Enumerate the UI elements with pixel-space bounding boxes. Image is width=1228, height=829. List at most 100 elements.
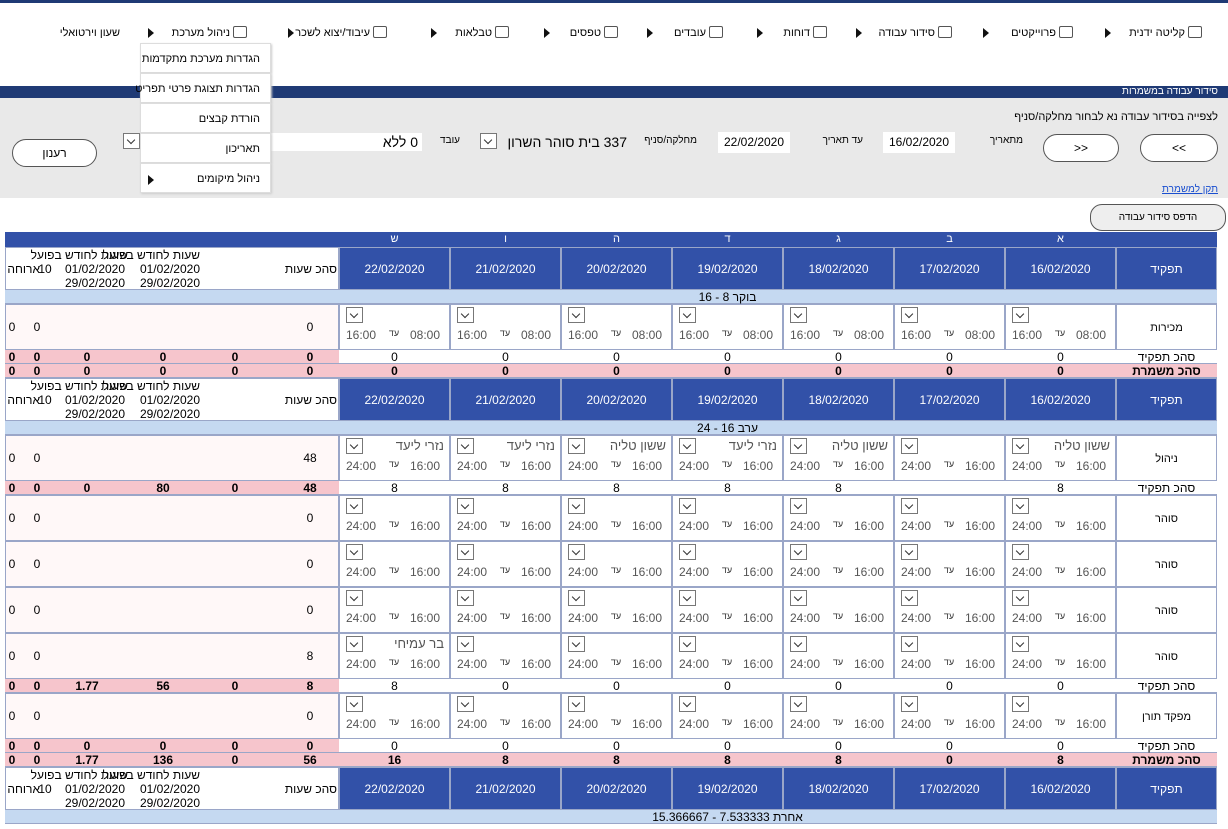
prev-button[interactable]: << <box>1140 134 1218 162</box>
cell-select[interactable] <box>679 498 696 514</box>
dropdown-item[interactable] <box>140 133 271 163</box>
refresh-button[interactable]: רענון <box>12 139 97 167</box>
menu-item[interactable]: טפסים <box>569 27 601 39</box>
menu-item[interactable]: עובדים <box>673 27 706 39</box>
cell-select[interactable] <box>1012 307 1029 323</box>
dept-value[interactable]: 337 בית סוהר השרון <box>507 134 627 150</box>
cell-select[interactable] <box>457 636 474 652</box>
from-input[interactable]: 16/02/2020 <box>883 132 955 153</box>
dropdown-item[interactable] <box>140 163 271 193</box>
from-time: 16:00 <box>520 565 552 579</box>
date-header: 18/02/2020 <box>783 767 894 810</box>
menu-item[interactable]: דוחות <box>783 27 810 39</box>
dropdown-label[interactable]: תאריכון <box>225 143 260 155</box>
cell-select[interactable] <box>679 438 696 454</box>
cell-select[interactable] <box>457 498 474 514</box>
cell-select[interactable] <box>901 636 918 652</box>
cell-select[interactable] <box>1012 636 1029 652</box>
next-button[interactable]: >> <box>1043 134 1119 162</box>
cell-select[interactable] <box>346 307 363 323</box>
cell-select[interactable] <box>346 498 363 514</box>
cell-select[interactable] <box>346 636 363 652</box>
menu-item[interactable]: שעון וירטואלי <box>59 27 120 39</box>
employee-input[interactable]: 0 ללא <box>270 133 422 151</box>
to-input[interactable]: 22/02/2020 <box>718 132 790 153</box>
row-summary <box>5 587 339 633</box>
cell-select[interactable] <box>1012 590 1029 606</box>
summary-value: 0 <box>8 350 16 364</box>
role-total-day: 0 <box>835 739 842 753</box>
monthly-label: שעות לחודש בפועל <box>30 379 128 393</box>
cell-select[interactable] <box>346 590 363 606</box>
cell-select[interactable] <box>1012 696 1029 712</box>
cell-select[interactable] <box>790 590 807 606</box>
cell-select[interactable] <box>790 498 807 514</box>
to-word: עד <box>1054 459 1066 469</box>
cell-select[interactable] <box>346 544 363 560</box>
cell-select[interactable] <box>901 438 918 454</box>
to-time: 24:00 <box>678 657 710 671</box>
menu-item[interactable]: סידור עבודה <box>878 27 935 39</box>
to-time: 24:00 <box>678 717 710 731</box>
cell-select[interactable] <box>568 696 585 712</box>
cell-select[interactable] <box>568 544 585 560</box>
from-time: 16:00 <box>631 657 663 671</box>
menu-item[interactable]: קליטה ידנית <box>1129 27 1185 39</box>
dropdown-label[interactable]: הורדת קבצים <box>198 113 260 125</box>
dropdown-label[interactable]: ניהול מיקומים <box>196 173 260 185</box>
cell-select[interactable] <box>790 636 807 652</box>
cell-select[interactable] <box>1012 498 1029 514</box>
print-button[interactable]: הדפס סידור עבודה <box>1090 204 1226 231</box>
row-summary <box>5 304 339 350</box>
menu-item[interactable]: טבלאות <box>455 27 492 39</box>
cell-select[interactable] <box>679 590 696 606</box>
cell-select[interactable] <box>568 590 585 606</box>
cell-select[interactable] <box>1012 544 1029 560</box>
cell-select[interactable] <box>568 307 585 323</box>
from-time: 16:00 <box>631 611 663 625</box>
shift-cell <box>561 304 672 350</box>
cell-select[interactable] <box>568 438 585 454</box>
dropdown-label[interactable]: הגדרות מערכת מתקדמות <box>141 53 260 65</box>
cell-select[interactable] <box>457 544 474 560</box>
employee-select[interactable] <box>123 133 140 149</box>
cell-select[interactable] <box>790 696 807 712</box>
monthly-label: שעות לחודש בפועל <box>30 248 128 262</box>
cell-select[interactable] <box>457 307 474 323</box>
dropdown-label[interactable]: הגדרות תצוגת פרטי תפריט <box>135 83 260 95</box>
cell-select[interactable] <box>679 307 696 323</box>
dropdown-item[interactable] <box>140 73 271 103</box>
role-total-label: סהכ תפקיד <box>1137 481 1196 495</box>
dropdown-item[interactable] <box>140 103 271 133</box>
cell-select[interactable] <box>679 544 696 560</box>
dropdown-item[interactable] <box>140 43 271 73</box>
cell-select[interactable] <box>679 636 696 652</box>
menu-item[interactable]: ניהול מערכת <box>171 27 230 39</box>
cell-select[interactable] <box>901 544 918 560</box>
cell-select[interactable] <box>901 590 918 606</box>
cell-select[interactable] <box>568 498 585 514</box>
cell-select[interactable] <box>790 307 807 323</box>
to-word: עד <box>943 519 955 529</box>
from-time: 08:00 <box>520 328 552 342</box>
cell-select[interactable] <box>901 498 918 514</box>
cell-select[interactable] <box>901 696 918 712</box>
cell-select[interactable] <box>346 696 363 712</box>
cell-select[interactable] <box>457 438 474 454</box>
cell-select[interactable] <box>457 696 474 712</box>
cell-select[interactable] <box>1012 438 1029 454</box>
cell-select[interactable] <box>457 590 474 606</box>
fix-link[interactable]: תקן למשמרת <box>1162 184 1218 195</box>
role-total-day: 0 <box>502 350 509 364</box>
cell-select[interactable] <box>679 696 696 712</box>
from-time: 16:00 <box>1075 565 1107 579</box>
menu-item[interactable]: עיבוד/יצוא לשכר <box>295 27 370 39</box>
dept-select[interactable] <box>480 133 497 149</box>
cell-select[interactable] <box>790 544 807 560</box>
cell-select[interactable] <box>568 636 585 652</box>
menu-item[interactable]: פרוייקטים <box>1011 27 1056 39</box>
cell-select[interactable] <box>901 307 918 323</box>
to-time: 24:00 <box>456 611 488 625</box>
cell-select[interactable] <box>790 438 807 454</box>
cell-select[interactable] <box>346 438 363 454</box>
